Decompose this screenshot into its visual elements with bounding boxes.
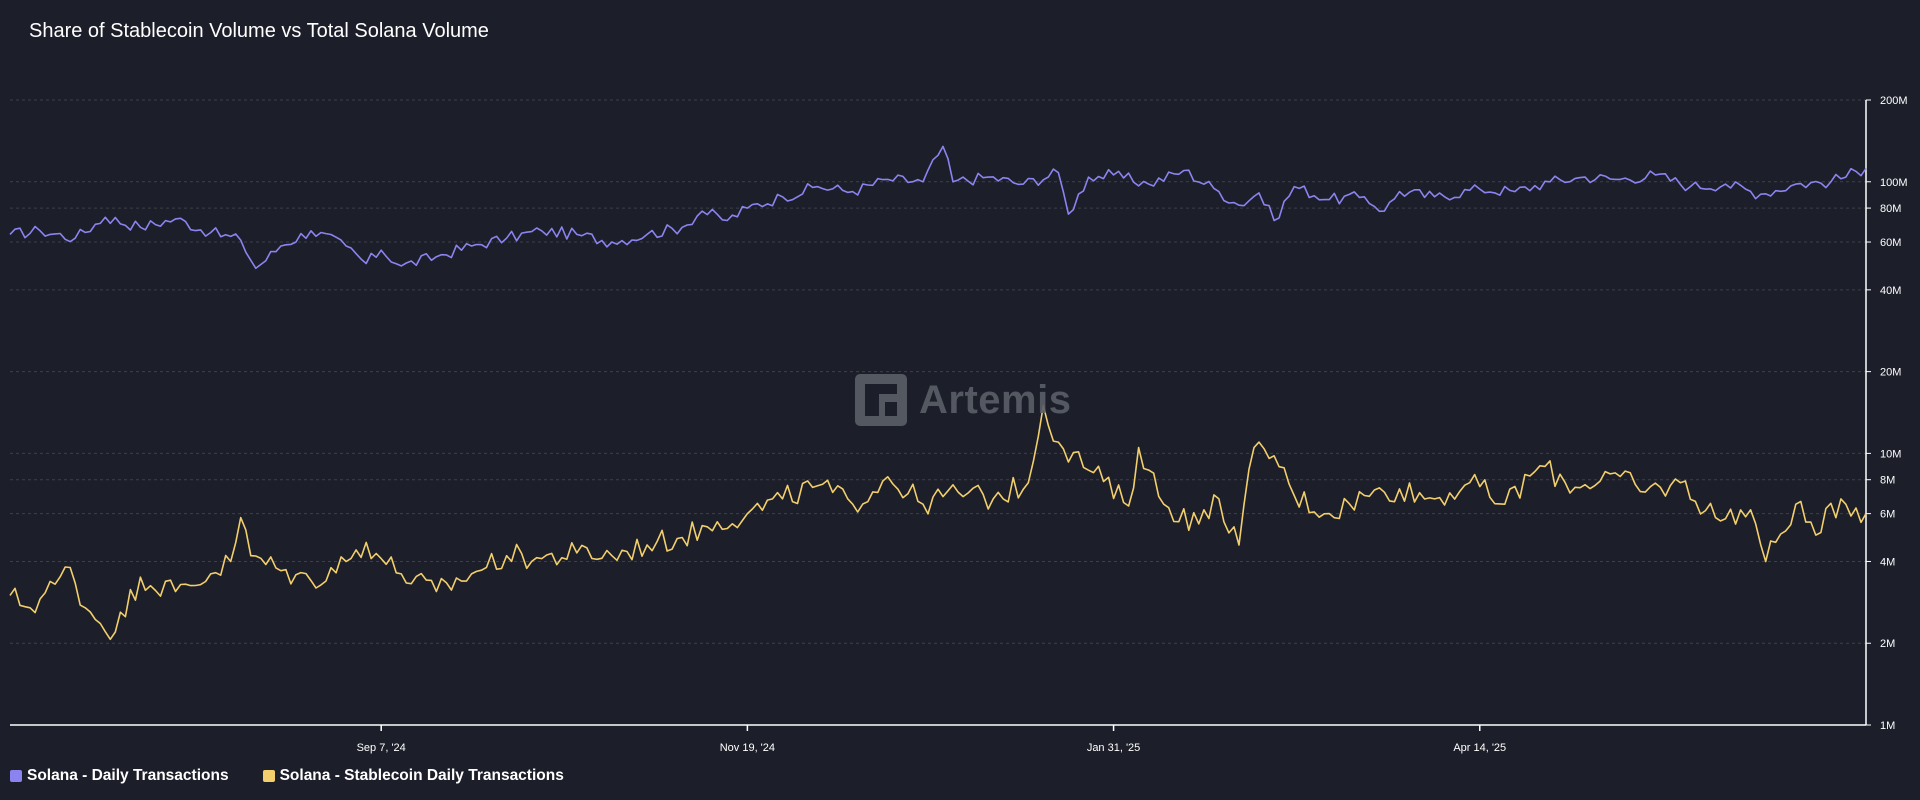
y-tick-label: 200M	[1880, 95, 1908, 107]
y-tick-label: 8M	[1880, 475, 1895, 487]
y-tick-label: 40M	[1880, 285, 1901, 297]
legend: Solana - Daily Transactions Solana - Sta…	[10, 767, 564, 785]
artemis-logo-icon	[855, 374, 907, 426]
y-tick-label: 1M	[1880, 720, 1895, 732]
legend-label-series2: Solana - Stablecoin Daily Transactions	[279, 767, 564, 784]
y-tick-label: 10M	[1880, 448, 1901, 460]
y-tick-label: 4M	[1880, 556, 1895, 568]
series-lines	[9, 145, 1867, 641]
legend-swatch-series1	[10, 770, 22, 782]
x-tick-label: Apr 14, '25	[1453, 742, 1506, 754]
x-tick-label: Nov 19, '24	[720, 742, 775, 754]
legend-swatch-series2	[262, 770, 275, 782]
y-tick-label: 80M	[1880, 203, 1901, 215]
legend-item-daily-transactions[interactable]: Solana - Daily Transactions	[10, 767, 229, 785]
y-tick-label: 2M	[1880, 638, 1895, 650]
series-daily-transactions-line	[9, 145, 1867, 270]
chart-title: Share of Stablecoin Volume vs Total Sola…	[29, 20, 489, 42]
grid-lines	[10, 99, 1866, 644]
legend-item-stablecoin-transactions[interactable]: Solana - Stablecoin Daily Transactions	[262, 767, 564, 785]
y-tick-label: 60M	[1880, 237, 1901, 249]
watermark-text: Artemis	[919, 377, 1072, 422]
legend-label-series1: Solana - Daily Transactions	[27, 767, 229, 784]
x-tick-label: Jan 31, '25	[1087, 742, 1140, 754]
series-stablecoin-transactions-line	[9, 404, 1867, 641]
watermark: Artemis	[855, 374, 1071, 426]
y-tick-label: 20M	[1880, 367, 1901, 379]
x-tick-label: Sep 7, '24	[357, 742, 406, 754]
y-tick-label: 6M	[1880, 509, 1895, 521]
y-tick-label: 100M	[1880, 177, 1908, 189]
axes: 1M 2M 4M 6M 8M 10M 20M 40M 60M 80M 100M 200M Sep 7, …	[10, 95, 1908, 754]
